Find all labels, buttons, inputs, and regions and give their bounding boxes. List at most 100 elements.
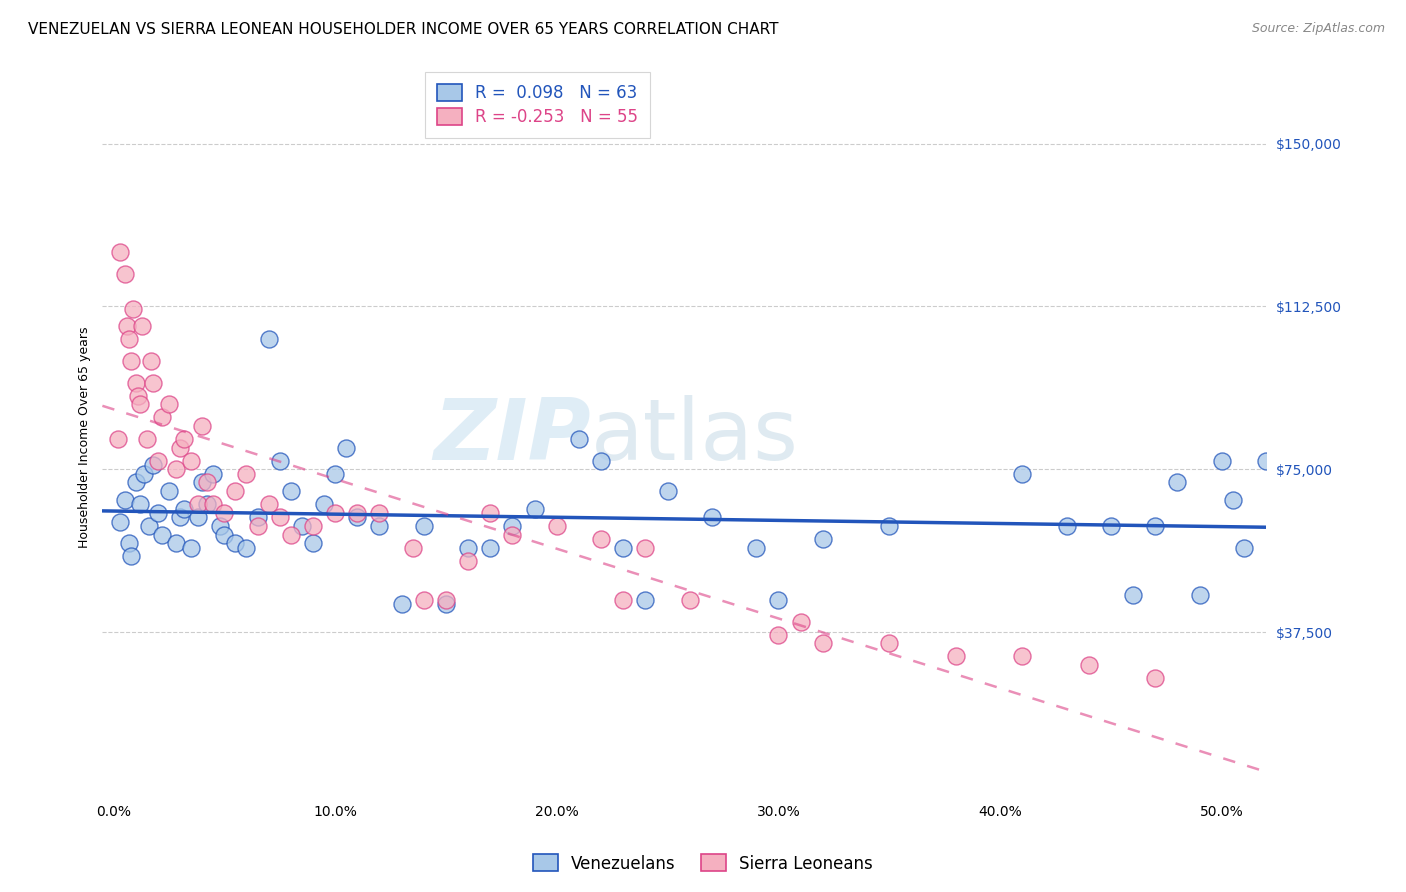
Point [434, 592, 457, 607]
Point [142, 458, 165, 472]
Legend: Venezuelans, Sierra Leoneans: Venezuelans, Sierra Leoneans [526, 847, 880, 880]
Text: ZIP: ZIP [433, 395, 591, 478]
Point [187, 510, 209, 524]
Point [1144, 519, 1167, 533]
Point [1011, 649, 1033, 664]
Point [291, 519, 314, 533]
Point [1056, 519, 1078, 533]
Point [479, 541, 502, 555]
Point [523, 501, 546, 516]
Point [479, 506, 502, 520]
Point [114, 267, 136, 281]
Point [612, 541, 634, 555]
Point [501, 527, 523, 541]
Point [224, 536, 246, 550]
Point [568, 432, 591, 446]
Point [108, 515, 131, 529]
Point [141, 353, 163, 368]
Point [118, 332, 141, 346]
Point [1077, 657, 1099, 672]
Point [1144, 671, 1167, 685]
Point [657, 484, 679, 499]
Point [634, 592, 657, 607]
Point [346, 510, 368, 524]
Point [157, 484, 180, 499]
Point [235, 541, 257, 555]
Point [302, 519, 325, 533]
Point [135, 432, 157, 446]
Point [120, 549, 142, 564]
Point [157, 397, 180, 411]
Point [150, 410, 173, 425]
Point [811, 636, 834, 650]
Point [169, 441, 191, 455]
Point [214, 506, 236, 520]
Point [434, 597, 457, 611]
Text: VENEZUELAN VS SIERRA LEONEAN HOUSEHOLDER INCOME OVER 65 YEARS CORRELATION CHART: VENEZUELAN VS SIERRA LEONEAN HOUSEHOLDER… [28, 22, 779, 37]
Point [195, 497, 218, 511]
Point [173, 501, 195, 516]
Point [945, 649, 967, 664]
Point [877, 519, 900, 533]
Point [1166, 475, 1188, 490]
Point [191, 419, 214, 434]
Point [811, 532, 834, 546]
Point [368, 506, 391, 520]
Point [129, 497, 152, 511]
Point [612, 592, 634, 607]
Legend: R =  0.098   N = 63, R = -0.253   N = 55: R = 0.098 N = 63, R = -0.253 N = 55 [425, 72, 650, 138]
Point [269, 454, 291, 468]
Point [214, 527, 236, 541]
Point [634, 541, 657, 555]
Point [202, 497, 225, 511]
Point [768, 592, 790, 607]
Point [391, 597, 413, 611]
Point [789, 615, 811, 629]
Point [368, 519, 391, 533]
Point [114, 492, 136, 507]
Point [115, 319, 138, 334]
Point [173, 432, 195, 446]
Point [142, 376, 165, 390]
Point [457, 554, 479, 568]
Point [202, 467, 225, 481]
Point [1211, 454, 1233, 468]
Point [107, 432, 129, 446]
Point [124, 376, 146, 390]
Point [280, 527, 302, 541]
Point [134, 467, 156, 481]
Point [679, 592, 702, 607]
Point [180, 541, 202, 555]
Point [138, 519, 160, 533]
Point [246, 519, 269, 533]
Point [402, 541, 425, 555]
Point [1188, 589, 1211, 603]
Text: Source: ZipAtlas.com: Source: ZipAtlas.com [1251, 22, 1385, 36]
Point [312, 497, 335, 511]
Point [280, 484, 302, 499]
Point [127, 388, 149, 402]
Point [1011, 467, 1033, 481]
Point [335, 441, 357, 455]
Point [257, 497, 280, 511]
Point [165, 462, 187, 476]
Point [180, 454, 202, 468]
Point [745, 541, 768, 555]
Point [1254, 454, 1277, 468]
Point [129, 397, 152, 411]
Point [169, 510, 191, 524]
Point [1099, 519, 1122, 533]
Point [302, 536, 325, 550]
Point [191, 475, 214, 490]
Point [108, 245, 131, 260]
Point [257, 332, 280, 346]
Point [269, 510, 291, 524]
Point [150, 527, 173, 541]
Point [700, 510, 723, 524]
Y-axis label: Householder Income Over 65 years: Householder Income Over 65 years [79, 326, 91, 548]
Point [195, 475, 218, 490]
Point [346, 506, 368, 520]
Point [122, 301, 145, 316]
Point [457, 541, 479, 555]
Point [546, 519, 568, 533]
